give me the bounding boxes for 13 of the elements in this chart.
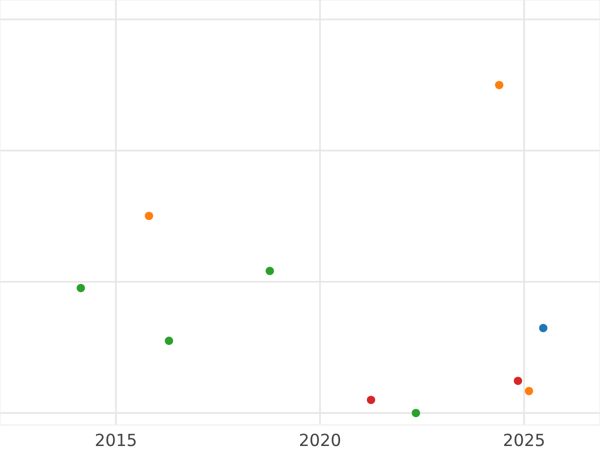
x-tick-label: 2025 xyxy=(504,434,544,446)
point xyxy=(524,386,534,396)
point xyxy=(495,80,504,90)
point xyxy=(76,284,85,292)
point xyxy=(144,212,154,220)
x-tick-label: 2015 xyxy=(96,434,136,446)
point xyxy=(366,396,376,404)
point xyxy=(164,336,174,346)
x-tick-label: 2020 xyxy=(300,434,340,446)
point xyxy=(412,408,420,418)
point xyxy=(539,324,548,332)
point xyxy=(266,266,274,276)
point xyxy=(514,376,522,386)
